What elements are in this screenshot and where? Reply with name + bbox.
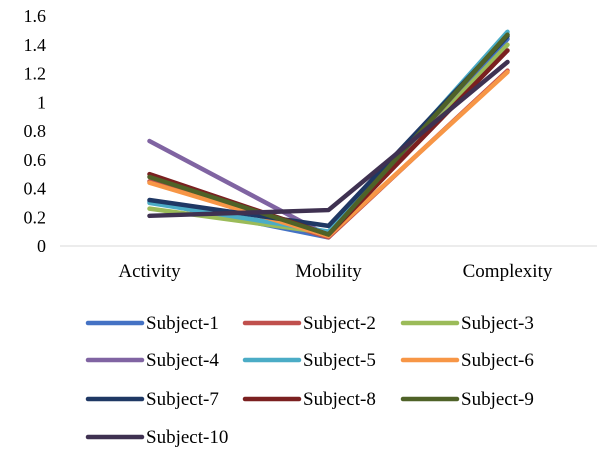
legend-item: Subject-3 xyxy=(400,313,534,334)
legend-label: Subject-5 xyxy=(303,350,376,371)
legend: Subject-1 Subject-2 Subject-3 Subject-4 Subj… xyxy=(85,313,534,448)
legend-label: Subject-7 xyxy=(146,389,219,410)
legend-item: Subject-7 xyxy=(85,389,219,410)
y-tick-label: 0 xyxy=(37,236,46,256)
y-tick-label: 1 xyxy=(37,92,46,112)
y-tick-label: 0.8 xyxy=(24,121,47,141)
y-axis-tick-labels: 0 0.2 0.4 0.6 0.8 1 1.2 1.4 1.6 xyxy=(24,6,47,256)
legend-label: Subject-8 xyxy=(303,389,376,410)
series-line-subject-5 xyxy=(147,29,510,234)
legend-item: Subject-1 xyxy=(85,313,219,334)
y-tick-label: 0.6 xyxy=(24,150,47,170)
x-category-label: Complexity xyxy=(463,261,553,282)
y-tick-label: 0.4 xyxy=(24,179,47,199)
legend-label: Subject-1 xyxy=(146,313,219,334)
legend-item: Subject-6 xyxy=(400,350,534,371)
x-axis-category-labels: Activity Mobility Complexity xyxy=(118,261,552,282)
legend-label: Subject-9 xyxy=(461,389,534,410)
legend-item: Subject-5 xyxy=(242,350,376,371)
series-lines xyxy=(147,29,510,240)
x-category-label: Mobility xyxy=(295,261,362,282)
legend-label: Subject-6 xyxy=(461,350,534,371)
legend-item: Subject-8 xyxy=(242,389,376,410)
legend-item: Subject-9 xyxy=(400,389,534,410)
legend-item: Subject-2 xyxy=(242,313,376,334)
legend-item: Subject-4 xyxy=(85,350,219,371)
legend-item: Subject-10 xyxy=(85,427,228,448)
legend-label: Subject-3 xyxy=(461,313,534,334)
legend-label: Subject-10 xyxy=(146,427,228,448)
y-tick-label: 1.4 xyxy=(24,35,47,55)
y-tick-label: 1.2 xyxy=(24,64,47,84)
series-line-subject-9 xyxy=(147,32,510,237)
series-line-subject-3 xyxy=(147,42,510,236)
series-line-subject-10 xyxy=(147,59,510,219)
legend-label: Subject-2 xyxy=(303,313,376,334)
y-tick-label: 1.6 xyxy=(24,6,47,26)
legend-label: Subject-4 xyxy=(146,350,219,371)
y-tick-label: 0.2 xyxy=(24,207,47,227)
x-category-label: Activity xyxy=(118,261,181,282)
